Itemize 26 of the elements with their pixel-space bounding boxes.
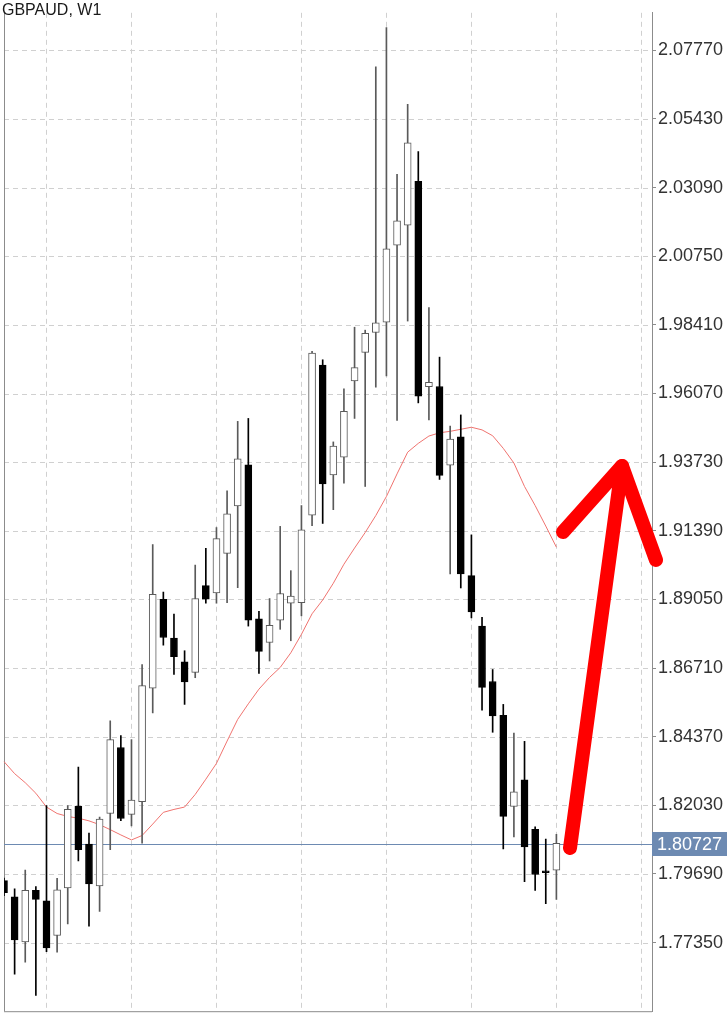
y-tick-label: 2.00750 xyxy=(658,245,724,266)
y-tick-label: 2.07770 xyxy=(658,39,724,60)
y-tick-label: 1.89050 xyxy=(658,588,724,609)
candlestick xyxy=(32,886,40,996)
y-tick-label: 1.91390 xyxy=(658,519,724,540)
candlestick xyxy=(425,307,433,421)
y-tick-label: 2.03090 xyxy=(658,176,724,197)
y-tick-label: 2.05430 xyxy=(658,107,724,128)
y-tick-label: 1.82030 xyxy=(658,794,724,815)
y-tick-label: 1.79690 xyxy=(658,862,724,883)
y-tick-label: 1.84370 xyxy=(658,725,724,746)
ref-line-label: 1.80727 xyxy=(657,833,723,854)
y-tick-label: 1.77350 xyxy=(658,931,724,952)
candlestick xyxy=(446,425,454,575)
candlestick xyxy=(361,329,370,487)
y-tick-label: 1.86710 xyxy=(658,657,724,678)
chart-title: GBPAUD, W1 xyxy=(2,1,102,19)
candlestick xyxy=(202,548,210,604)
candlestick xyxy=(393,174,401,421)
candlestick xyxy=(541,838,550,904)
candlestick xyxy=(371,66,380,388)
candlestick xyxy=(510,732,518,838)
y-tick-label: 1.96070 xyxy=(658,382,724,403)
candlestick xyxy=(286,570,295,642)
y-tick-label: 1.93730 xyxy=(658,451,724,472)
y-tick-label: 1.98410 xyxy=(658,313,724,334)
